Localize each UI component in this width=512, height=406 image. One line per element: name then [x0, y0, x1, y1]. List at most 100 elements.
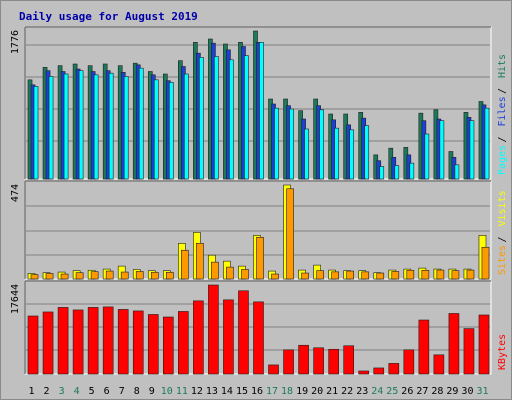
- bar-sites-day-21: [331, 271, 339, 280]
- bar-pages-day-11: [184, 73, 189, 180]
- legend-separator: /: [497, 236, 508, 242]
- x-tick-label: 2: [44, 386, 50, 397]
- legend: KBytes: [497, 334, 508, 370]
- legend: Sites / Visits: [497, 190, 508, 275]
- bar-kbytes-day-28: [433, 354, 445, 375]
- bar-kbytes-day-14: [223, 299, 234, 375]
- bar-sites-day-15: [241, 269, 249, 280]
- bar-kbytes-day-12: [193, 300, 204, 375]
- bar-pages-day-19: [304, 128, 309, 180]
- bar-sites-day-31: [481, 246, 490, 280]
- bar-kbytes-day-23: [358, 370, 370, 375]
- bar-kbytes-day-27: [418, 319, 430, 375]
- y-tick-label: 17644: [10, 284, 21, 314]
- bar-sites-day-26: [406, 269, 415, 280]
- bar-kbytes-day-30: [463, 328, 475, 375]
- bar-pages-day-6: [108, 72, 114, 180]
- bar-sites-day-2: [45, 273, 54, 280]
- x-tick-label: 7: [119, 386, 125, 397]
- bar-sites-day-23: [361, 271, 370, 280]
- chart-panel-2: 474 Sites / Visits: [10, 180, 508, 280]
- bar-pages-day-17: [274, 107, 279, 180]
- x-tick-label: 18: [281, 386, 293, 397]
- bar-pages-day-5: [93, 74, 99, 180]
- x-tick-label: 5: [89, 386, 95, 397]
- legend-item-hits: Hits: [497, 54, 508, 78]
- x-tick-label: 19: [296, 386, 308, 397]
- bar-kbytes-day-25: [388, 363, 400, 375]
- bar-kbytes-day-10: [162, 316, 174, 375]
- bar-kbytes-day-18: [283, 349, 294, 375]
- x-tick-label: 21: [326, 386, 338, 397]
- bar-pages-day-31: [484, 107, 490, 180]
- bar-sites-day-8: [135, 271, 144, 280]
- x-tick-label: 28: [431, 386, 443, 397]
- x-tick-label: 8: [134, 386, 140, 397]
- bar-pages-day-30: [469, 120, 475, 180]
- bar-pages-day-16: [259, 42, 264, 180]
- bar-kbytes-day-31: [478, 314, 490, 375]
- bar-kbytes-day-7: [117, 309, 129, 375]
- bar-kbytes-day-22: [343, 345, 355, 375]
- x-tick-label: 1: [29, 386, 35, 397]
- bar-kbytes-day-20: [313, 347, 324, 375]
- x-tick-label: 27: [416, 386, 428, 397]
- x-tick-label: 10: [161, 386, 173, 397]
- bar-kbytes-day-13: [208, 284, 219, 375]
- bar-pages-day-9: [153, 79, 159, 180]
- bar-sites-day-9: [150, 271, 159, 280]
- bar-sites-day-11: [181, 249, 189, 280]
- bar-pages-day-15: [244, 55, 249, 180]
- bar-pages-day-4: [78, 70, 84, 180]
- bar-kbytes-day-1: [27, 315, 39, 375]
- legend-item-pages: Pages: [497, 145, 508, 175]
- bar-sites-day-30: [466, 269, 475, 280]
- bar-kbytes-day-6: [102, 306, 114, 375]
- bar-pages-day-27: [424, 133, 430, 180]
- bar-kbytes-day-2: [42, 311, 54, 375]
- bar-sites-day-28: [436, 269, 445, 280]
- x-tick-label: 16: [251, 386, 263, 397]
- chart-panel-3: 17644 KBytes: [10, 280, 508, 375]
- bar-sites-day-12: [196, 243, 204, 280]
- x-tick-label: 6: [104, 386, 110, 397]
- bar-pages-day-1: [33, 86, 39, 180]
- x-tick-label: 29: [446, 386, 458, 397]
- y-tick-label: 474: [10, 184, 21, 202]
- x-tick-label: 22: [341, 386, 353, 397]
- legend-item-visits: Visits: [497, 190, 508, 226]
- legend-item-files: Files: [497, 96, 508, 126]
- bar-pages-day-20: [319, 109, 324, 180]
- bar-kbytes-day-11: [178, 311, 189, 375]
- x-tick-label: 25: [386, 386, 398, 397]
- x-tick-label: 3: [59, 386, 65, 397]
- bar-kbytes-day-17: [268, 364, 279, 375]
- x-tick-label: 15: [236, 386, 248, 397]
- bar-pages-day-10: [168, 82, 174, 180]
- x-tick-label: 26: [401, 386, 413, 397]
- bar-pages-day-22: [349, 129, 355, 180]
- bar-sites-day-5: [90, 271, 99, 280]
- bar-sites-day-13: [211, 261, 219, 280]
- bar-sites-day-22: [346, 270, 355, 280]
- bar-sites-day-1: [30, 274, 39, 280]
- bar-sites-day-20: [316, 270, 324, 280]
- bar-kbytes-day-24: [373, 367, 385, 375]
- bar-sites-day-4: [75, 272, 84, 280]
- bar-pages-day-26: [409, 162, 415, 180]
- x-tick-label: 30: [461, 386, 473, 397]
- x-tick-label: 23: [356, 386, 368, 397]
- x-tick-label: 17: [266, 386, 278, 397]
- bar-sites-day-29: [451, 270, 460, 280]
- bar-pages-day-14: [229, 59, 234, 180]
- bar-pages-day-29: [454, 164, 460, 180]
- bar-sites-day-17: [271, 273, 279, 280]
- legend: Pages / Files / Hits: [497, 54, 508, 175]
- legend-item-sites: Sites: [497, 245, 508, 275]
- bar-pages-day-23: [364, 125, 370, 180]
- bar-sites-day-24: [376, 272, 385, 280]
- x-tick-label: 14: [221, 386, 233, 397]
- bar-pages-day-3: [63, 73, 69, 180]
- x-tick-label: 31: [476, 386, 488, 397]
